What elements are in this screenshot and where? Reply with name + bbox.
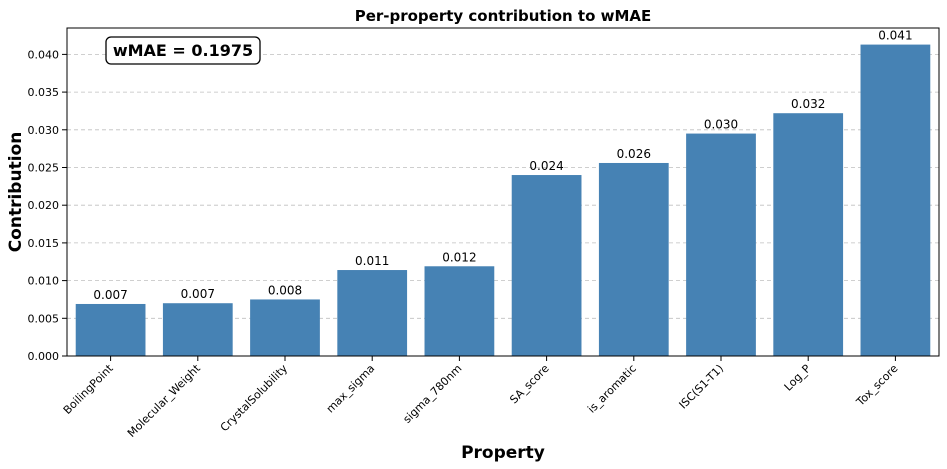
bar-value-label: 0.030 [704, 118, 738, 132]
bar [773, 113, 844, 357]
x-tick-label: SA_score [507, 362, 552, 407]
bars [75, 44, 931, 357]
y-axis-ticks: 0.000 0.005 0.010 0.015 0.020 0.025 0.030 0.035… [28, 48, 67, 363]
bar-value-label: 0.012 [442, 250, 476, 264]
x-tick-label: BoilingPoint [61, 361, 116, 416]
bar-value-label: 0.032 [791, 97, 825, 111]
y-tick-label: 0.010 [28, 275, 60, 288]
bar [511, 175, 582, 356]
y-tick-label: 0.040 [28, 48, 60, 61]
x-tick-label: Molecular_Weight [125, 361, 203, 439]
bar-value-label: 0.026 [617, 147, 651, 161]
bar-value-label: 0.024 [529, 159, 563, 173]
x-tick-label: max_sigma [324, 362, 378, 416]
bar-value-label: 0.041 [878, 29, 912, 43]
bar [860, 44, 931, 357]
y-tick-label: 0.005 [28, 312, 60, 325]
bar [337, 270, 408, 356]
y-tick-label: 0.025 [28, 161, 60, 174]
y-tick-label: 0.000 [28, 350, 60, 363]
annotation-box: wMAE = 0.1975 [105, 36, 261, 65]
x-tick-label: Log_P [782, 362, 814, 394]
x-tick-label: sigma_780nm [401, 362, 465, 426]
x-tick-label: Tox_score [853, 362, 900, 409]
x-axis-ticks: BoilingPoint Molecular_Weight CrystalSolub… [61, 356, 901, 440]
bar [598, 162, 669, 356]
grid-lines [67, 53, 939, 319]
y-tick-label: 0.020 [28, 199, 60, 212]
bar-value-label: 0.007 [181, 287, 215, 301]
bar [686, 133, 756, 356]
bar [424, 266, 495, 356]
x-tick-label: ISC(S1-T1) [677, 362, 727, 412]
x-tick-label: is_aromatic [585, 362, 639, 416]
x-tick-label: CrystalSolubility [218, 362, 291, 435]
plot-frame [66, 27, 940, 357]
bar [162, 303, 233, 356]
bar-labels: 0.007 0.007 0.008 0.011 0.012 0.024 0.026 0.030… [93, 29, 912, 302]
bar-value-label: 0.011 [355, 254, 389, 268]
y-axis-label: Contribution [6, 132, 26, 253]
y-tick-label: 0.035 [28, 86, 60, 99]
y-tick-label: 0.015 [28, 237, 60, 250]
bar-value-label: 0.008 [268, 283, 302, 297]
y-tick-label: 0.030 [28, 124, 60, 137]
chart-title: Per-property contribution to wMAE [355, 7, 652, 25]
bar [250, 299, 320, 356]
x-axis-label: Property [461, 443, 545, 463]
bar-value-label: 0.007 [93, 288, 127, 302]
bar [75, 303, 146, 356]
wmae-annotation: wMAE = 0.1975 [113, 41, 253, 60]
